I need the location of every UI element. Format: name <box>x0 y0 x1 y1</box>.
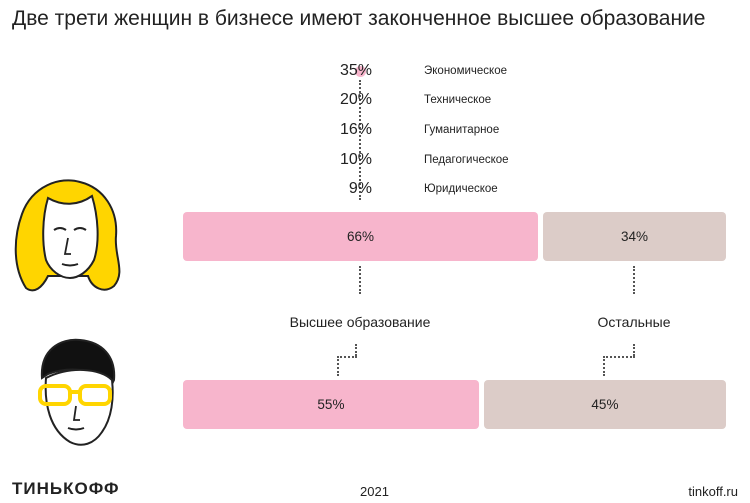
bar-higher-education: 55% <box>183 380 479 429</box>
breakdown-percent: 35% <box>339 62 372 79</box>
footer-site: tinkoff.ru <box>688 484 738 499</box>
breakdown-percent: 9% <box>348 180 372 197</box>
connector-dots <box>337 356 339 376</box>
bar-other: 34% <box>543 212 726 261</box>
connector-dots <box>359 266 361 294</box>
connector-dots <box>603 356 605 376</box>
brand-logo: ТИНЬКОФФ <box>12 479 120 498</box>
breakdown-percent: 20% <box>339 91 372 108</box>
breakdown-row: 9% Юридическое <box>349 178 660 200</box>
connector-dots <box>337 356 357 358</box>
category-label-other: Остальные <box>597 314 671 330</box>
bar-other: 45% <box>483 380 726 429</box>
breakdown-percent: 16% <box>339 121 372 138</box>
breakdown-row: 35% Экономическое <box>340 60 660 82</box>
breakdown-row: 10% Педагогическое <box>340 149 660 171</box>
chart-title: Две трети женщин в бизнесе имеют законче… <box>12 7 706 30</box>
bar-value-label: 55% <box>317 397 345 412</box>
bar-value-label: 34% <box>621 229 649 244</box>
breakdown-row: 20% Техническое <box>340 89 660 111</box>
footer-year: 2021 <box>360 484 389 499</box>
education-breakdown: 35% Экономическое 20% Техническое 16% Гу… <box>340 60 660 200</box>
highlight-dot <box>355 66 366 77</box>
category-label-higher: Высшее образование <box>289 314 431 330</box>
man-avatar-icon <box>38 338 116 446</box>
connector-dots <box>603 356 635 358</box>
bar-higher-education: 66% <box>183 212 539 261</box>
breakdown-percent: 10% <box>339 151 372 168</box>
bar-value-label: 45% <box>591 397 619 412</box>
breakdown-name: Юридическое <box>424 183 498 195</box>
bar-value-label: 66% <box>347 229 375 244</box>
breakdown-name: Экономическое <box>424 65 507 77</box>
connector-dots <box>633 344 635 356</box>
woman-avatar-icon <box>14 179 121 292</box>
breakdown-row: 16% Гуманитарное <box>340 119 660 141</box>
connector-dots <box>359 80 361 200</box>
connector-dots <box>355 344 357 356</box>
breakdown-name: Педагогическое <box>424 154 509 166</box>
breakdown-name: Гуманитарное <box>424 124 500 136</box>
breakdown-name: Техническое <box>424 94 492 106</box>
connector-dots <box>633 266 635 294</box>
